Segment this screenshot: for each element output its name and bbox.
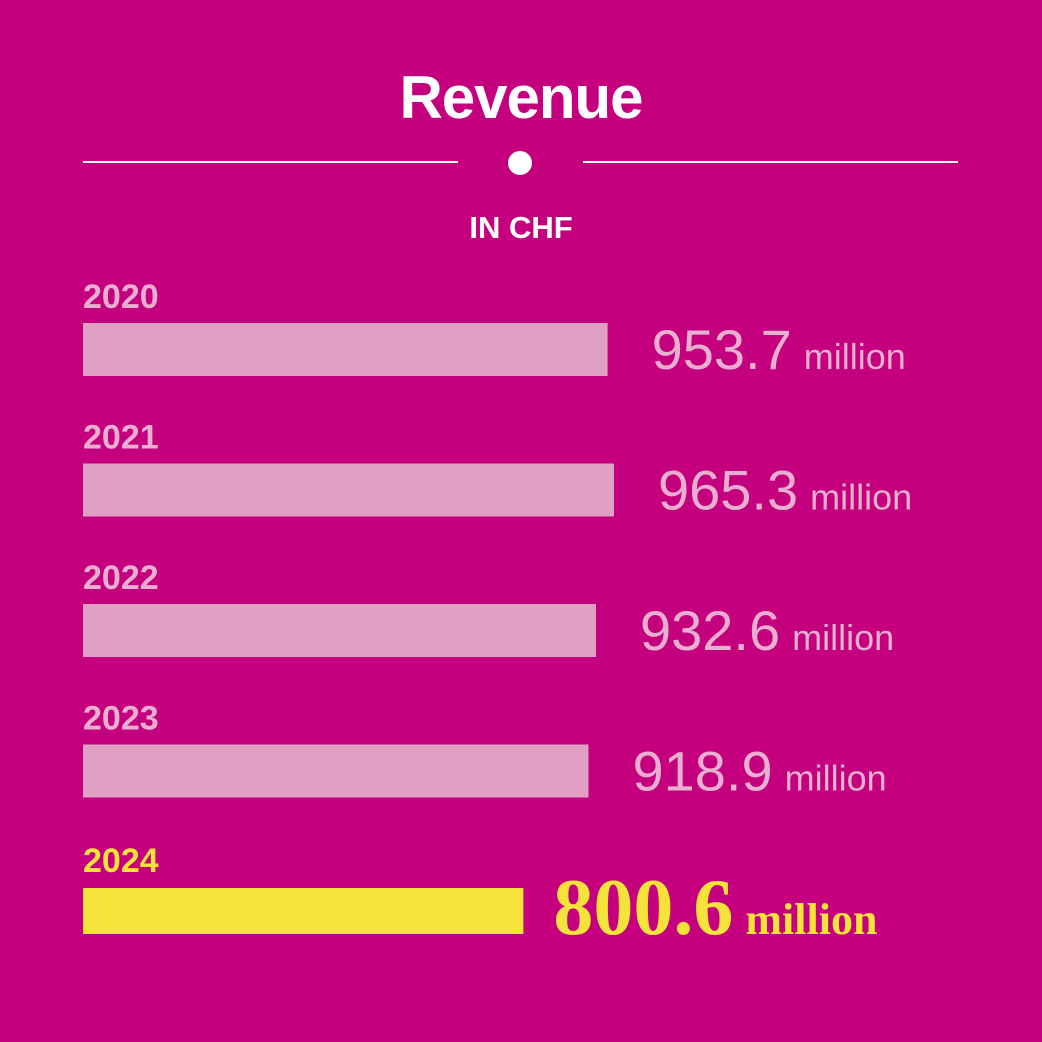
value-number: 953.7 — [652, 318, 792, 381]
value-label: 932.6 million — [640, 599, 894, 662]
bar — [83, 604, 596, 657]
year-label: 2020 — [83, 278, 159, 316]
value-unit: million — [792, 617, 894, 658]
value-label: 918.9 million — [632, 740, 886, 803]
value-unit: million — [810, 477, 912, 518]
year-label: 2022 — [83, 559, 159, 597]
year-label: 2021 — [83, 419, 159, 457]
value-number: 965.3 — [658, 459, 798, 522]
value-number: 918.9 — [632, 740, 772, 803]
value-number: 800.6 — [553, 864, 733, 952]
value-number: 932.6 — [640, 599, 780, 662]
value-unit: million — [785, 758, 887, 799]
bar — [83, 464, 614, 517]
value-unit: million — [745, 895, 877, 944]
value-label: 965.3 million — [658, 459, 912, 522]
value-unit: million — [804, 336, 906, 377]
year-label: 2023 — [83, 700, 159, 738]
bar — [83, 323, 608, 376]
bar — [83, 745, 588, 798]
bar-highlight — [83, 888, 523, 934]
year-label: 2024 — [83, 842, 159, 880]
value-label: 800.6 million — [553, 864, 877, 952]
value-label: 953.7 million — [652, 318, 906, 381]
